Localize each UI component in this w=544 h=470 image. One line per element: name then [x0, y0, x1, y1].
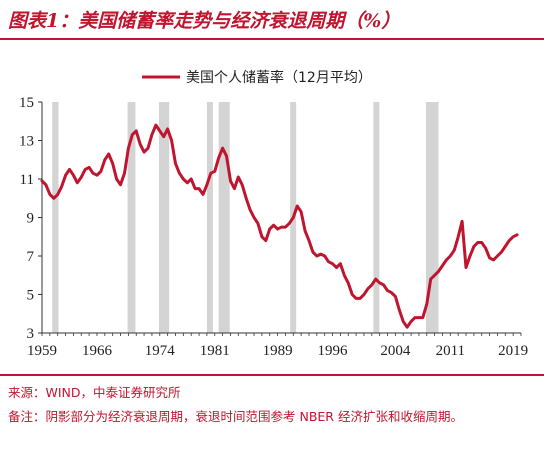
y-tick-label: 7 [27, 249, 35, 265]
y-tick-label: 9 [27, 211, 35, 227]
x-tick-label: 1996 [318, 343, 349, 359]
x-tick-label: 2004 [380, 343, 411, 359]
legend: 美国个人储蓄率（12月平均） [142, 69, 372, 86]
y-tick-label: 3 [27, 326, 35, 342]
recession-band-1 [52, 102, 59, 333]
x-tick-label: 1974 [145, 343, 176, 359]
x-tick-label: 1989 [263, 343, 293, 359]
recession-band-4 [206, 102, 213, 333]
x-tick-label: 1981 [200, 343, 230, 359]
x-tick-label: 1966 [82, 343, 113, 359]
x-tick-label: 1959 [27, 343, 57, 359]
chart-notes: 来源：WIND，中泰证券研究所 备注：阴影部分为经济衰退周期，衰退时间范围参考 … [8, 381, 540, 429]
x-tick-label: 2011 [436, 343, 465, 359]
y-ticks: 3 5 7 9 11 13 15 [19, 95, 42, 342]
axes [41, 102, 521, 334]
y-tick-label: 5 [27, 288, 35, 304]
legend-label: 美国个人储蓄率（12月平均） [186, 69, 372, 86]
y-tick-label: 15 [19, 95, 34, 111]
savings-rate-chart: 3 5 7 9 11 13 15 1959 1966 1974 1981 1989 1996 2004 2… [19, 69, 528, 359]
source-note: 来源：WIND，中泰证券研究所 [8, 385, 181, 400]
y-tick-label: 13 [19, 134, 34, 150]
recession-band-7 [373, 102, 380, 333]
title-rule [0, 38, 544, 40]
page-title: 图表1：美国储蓄率走势与经济衰退周期（%） [8, 10, 401, 32]
recession-band-5 [218, 102, 230, 333]
notes-rule [0, 374, 544, 376]
footnote: 备注：阴影部分为经济衰退周期，衰退时间范围参考 NBER 经济扩张和收缩周期。 [8, 409, 463, 424]
recession-band-2 [127, 102, 136, 333]
recession-bands [52, 102, 439, 333]
series-line-savings-rate [40, 123, 519, 329]
y-tick-label: 11 [20, 172, 34, 188]
recession-band-3 [159, 102, 170, 333]
x-ticks: 1959 1966 1974 1981 1989 1996 2004 2011 2019 [27, 333, 528, 359]
x-tick-label: 2019 [498, 343, 528, 359]
